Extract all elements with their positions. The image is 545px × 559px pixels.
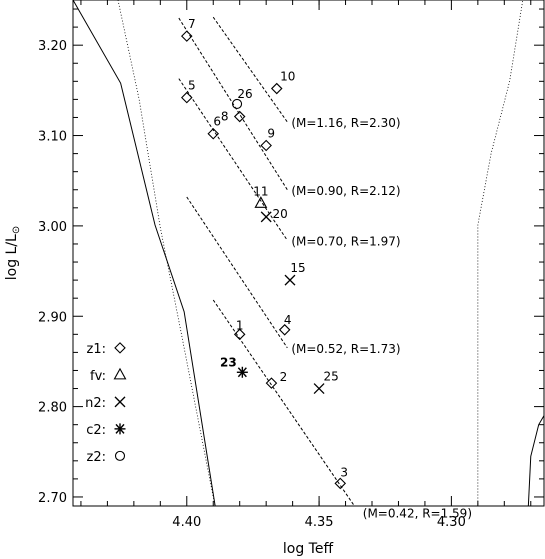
legend-marker-cross xyxy=(114,396,126,408)
mass-radius-line xyxy=(186,196,288,349)
y-tick-label: 3.20 xyxy=(38,39,67,54)
x-axis-title: log Teff xyxy=(283,541,334,557)
data-point-z1 xyxy=(278,324,291,336)
legend-label: c2: xyxy=(86,423,106,438)
legend-label: z2: xyxy=(87,450,106,465)
data-point-z1 xyxy=(270,82,283,95)
boundary-curve-dotted xyxy=(117,0,216,506)
data-point-n2 xyxy=(313,383,325,394)
legend-marker-diamond xyxy=(114,342,126,354)
point-label: 26 xyxy=(237,87,252,101)
boundary-curve-solid xyxy=(73,0,216,506)
data-point-z1 xyxy=(233,328,246,341)
legend-marker-triangle xyxy=(113,367,127,380)
point-label: 3 xyxy=(340,465,348,479)
y-axis-title-sub: ⊙ xyxy=(11,226,22,234)
boundary-curve-solid xyxy=(527,415,545,506)
point-label: 15 xyxy=(290,261,305,275)
point-label: 9 xyxy=(267,126,275,140)
point-label: 4 xyxy=(284,313,292,327)
plot-frame xyxy=(72,0,545,507)
data-point-z1 xyxy=(334,477,347,490)
point-label: 2 xyxy=(280,370,288,384)
y-axis-title-main: log L/L xyxy=(4,234,20,280)
point-label: 8 xyxy=(221,110,229,124)
y-tick-label: 3.10 xyxy=(38,130,67,145)
data-point-n2 xyxy=(260,211,272,223)
data-point-z1 xyxy=(181,30,193,42)
point-label: 23 xyxy=(220,355,237,369)
legend-marker-asterisk xyxy=(114,423,126,435)
data-point-z1 xyxy=(260,139,272,152)
data-point-fv xyxy=(254,196,268,208)
point-label: 10 xyxy=(280,70,295,84)
point-label: 6 xyxy=(213,115,221,129)
y-tick-label: 2.70 xyxy=(38,491,67,506)
data-point-c2 xyxy=(236,366,248,378)
y-tick-label: 2.80 xyxy=(38,401,67,416)
point-label: 7 xyxy=(188,17,196,31)
legend-marker-circle xyxy=(114,450,126,461)
mass-radius-line xyxy=(212,16,288,123)
svg-text:log L/L⊙: log L/L⊙ xyxy=(4,226,22,281)
data-point-z1 xyxy=(233,110,246,123)
x-tick-label: 4.40 xyxy=(172,515,201,530)
legend-label: n2: xyxy=(85,396,106,411)
mass-radius-line xyxy=(212,299,356,506)
point-label: 20 xyxy=(273,207,288,221)
data-point-z2 xyxy=(232,98,243,109)
data-point-z1 xyxy=(207,127,220,140)
legend-label: z1: xyxy=(87,342,106,357)
mass-radius-annotation: (M=0.52, R=1.73) xyxy=(291,342,400,356)
mass-radius-annotation: (M=0.90, R=2.12) xyxy=(291,184,400,198)
data-point-z1 xyxy=(265,377,278,389)
point-label: 1 xyxy=(236,318,244,332)
x-tick-label: 4.35 xyxy=(305,515,334,530)
y-tick-label: 3.00 xyxy=(38,220,67,235)
point-label: 25 xyxy=(323,370,338,384)
point-label: 5 xyxy=(188,79,196,93)
legend-label: fv: xyxy=(90,369,106,384)
y-tick-label: 2.90 xyxy=(38,310,67,325)
y-axis-title: log L/L⊙ xyxy=(4,226,22,281)
data-point-z1 xyxy=(181,91,193,104)
mass-radius-annotation: (M=0.42, R=1.59) xyxy=(363,506,472,520)
point-label: 11 xyxy=(253,184,268,198)
data-point-n2 xyxy=(284,274,296,286)
mass-radius-annotation: (M=0.70, R=1.97) xyxy=(291,234,400,248)
x-tick-label: 4.30 xyxy=(437,515,466,530)
boundary-curve-dotted xyxy=(477,0,524,506)
mass-radius-annotation: (M=1.16, R=2.30) xyxy=(291,116,400,130)
